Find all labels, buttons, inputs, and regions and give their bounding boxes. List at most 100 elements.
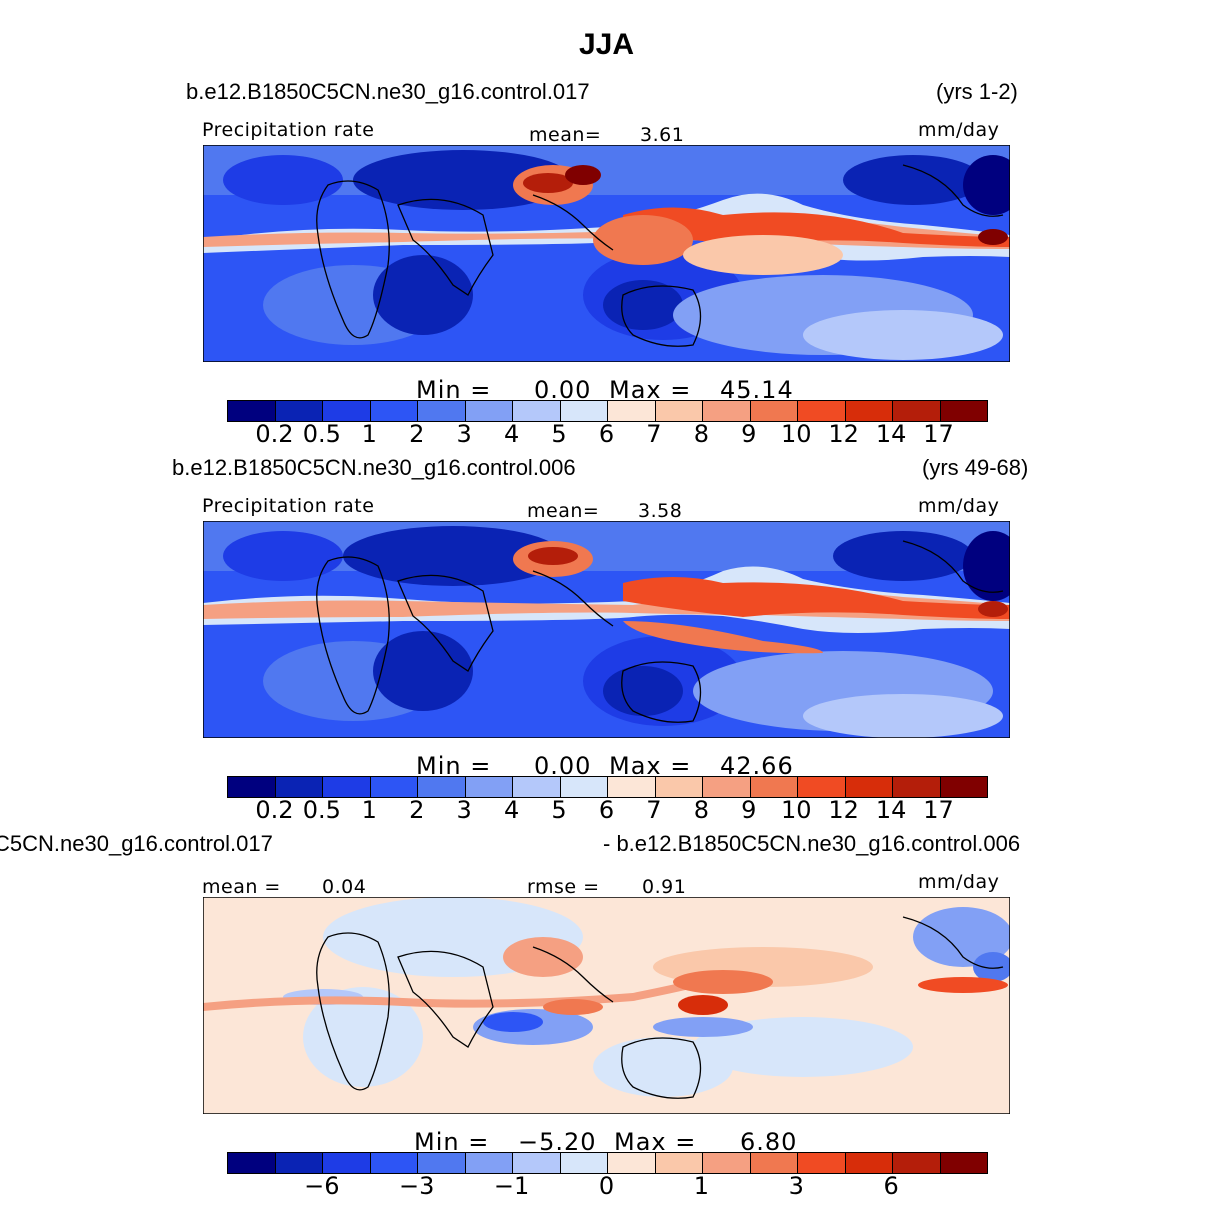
panel1-max-label: Max =	[609, 376, 692, 404]
panel1-min-value: 0.00	[534, 376, 592, 404]
panel3-max-value: 6.80	[740, 1128, 798, 1156]
colorbar-tick-label: 9	[741, 420, 757, 448]
colorbar-tick-label: 5	[551, 420, 567, 448]
colorbar-segment	[323, 777, 371, 797]
colorbar-segment	[845, 401, 893, 421]
colorbar-segment	[275, 1153, 323, 1173]
colorbar-segment	[940, 777, 987, 797]
colorbar-tick-label: 1	[693, 1172, 710, 1200]
colorbar-tick-label: 9	[741, 796, 757, 824]
colorbar-segment	[893, 401, 941, 421]
colorbar-tick-label: 12	[828, 420, 859, 448]
colorbar-segment	[703, 777, 751, 797]
colorbar-tick-label: 6	[598, 796, 615, 824]
colorbar-tick-label: 3	[456, 420, 472, 448]
colorbar-segment	[370, 777, 418, 797]
panel3-rmse-label: rmse =	[527, 876, 600, 898]
panel2-max-value: 42.66	[720, 752, 794, 780]
colorbar-tick-label: 10	[780, 796, 812, 824]
colorbar-segment	[798, 401, 846, 421]
panel2-variable-label: Precipitation rate	[202, 495, 375, 517]
colorbar-tick-label: 4	[503, 420, 520, 448]
panel2-mean-value: 3.58	[638, 500, 683, 522]
colorbar-tick-label: 10	[780, 420, 812, 448]
colorbar-segment	[845, 777, 893, 797]
panel1-variable-label: Precipitation rate	[202, 119, 375, 141]
colorbar-tick-label: 7	[646, 420, 662, 448]
colorbar-tick-label: 3	[456, 796, 472, 824]
colorbar-tick-label: 2	[409, 420, 425, 448]
colorbar-tick-label: 4	[503, 796, 520, 824]
colorbar-segment	[513, 1153, 561, 1173]
colorbar-segment	[465, 777, 513, 797]
panel2-units: mm/day	[918, 495, 1000, 517]
panel2-min-label: Min =	[416, 752, 492, 780]
panel3-max-label: Max =	[614, 1128, 697, 1156]
panel2-case-name: b.e12.B1850C5CN.ne30_g16.control.006	[172, 455, 576, 480]
colorbar-segment	[418, 401, 466, 421]
colorbar-tick-label: 0.5	[302, 796, 341, 824]
colorbar-segment	[323, 1153, 371, 1173]
colorbar-tick-label: 14	[875, 420, 907, 448]
colorbar-segment	[608, 1153, 656, 1173]
colorbar-segment	[703, 1153, 751, 1173]
panel2-max-label: Max =	[609, 752, 692, 780]
colorbar-tick-label: 14	[875, 796, 907, 824]
colorbar-segment	[703, 401, 751, 421]
colorbar-segment	[655, 401, 703, 421]
colorbar-tick-label: 0.2	[255, 796, 294, 824]
panel2-precip-map	[203, 521, 1010, 738]
colorbar-segment	[940, 1153, 987, 1173]
colorbar-tick-label: 0.5	[302, 420, 341, 448]
colorbar-segment	[275, 401, 323, 421]
colorbar-tick-label: −3	[399, 1172, 435, 1200]
panel3-units: mm/day	[918, 871, 1000, 893]
panel3-rmse-value: 0.91	[642, 876, 687, 898]
colorbar-tick-label: 1	[361, 420, 377, 448]
colorbar-segment	[893, 1153, 941, 1173]
colorbar-segment	[845, 1153, 893, 1173]
colorbar-segment	[465, 401, 513, 421]
colorbar-tick-label: −1	[493, 1172, 530, 1200]
colorbar-segment	[750, 777, 798, 797]
colorbar-tick-label: 12	[828, 796, 859, 824]
colorbar-tick-label: 0	[598, 1172, 615, 1200]
colorbar-segment	[418, 777, 466, 797]
panel3-colorbar	[227, 1152, 988, 1174]
colorbar-segment	[940, 401, 987, 421]
colorbar-tick-label: −6	[304, 1172, 340, 1200]
colorbar-segment	[323, 401, 371, 421]
colorbar-segment	[228, 1153, 276, 1173]
colorbar-segment	[608, 401, 656, 421]
colorbar-segment	[370, 1153, 418, 1173]
colorbar-segment	[798, 777, 846, 797]
colorbar-tick-label: 5	[551, 796, 567, 824]
colorbar-segment	[608, 777, 656, 797]
panel1-min-label: Min =	[416, 376, 492, 404]
colorbar-segment	[560, 777, 608, 797]
colorbar-segment	[228, 401, 276, 421]
panel1-colorbar	[227, 400, 988, 422]
colorbar-tick-label: 2	[409, 796, 425, 824]
colorbar-segment	[513, 401, 561, 421]
colorbar-segment	[370, 401, 418, 421]
colorbar-segment	[750, 401, 798, 421]
colorbar-segment	[893, 777, 941, 797]
panel2-min-value: 0.00	[534, 752, 592, 780]
colorbar-tick-label: 17	[923, 420, 954, 448]
panel3-case-left: C5CN.ne30_g16.control.017	[0, 831, 273, 856]
colorbar-tick-label: 17	[923, 796, 954, 824]
panel3-mean-label: mean =	[202, 876, 281, 898]
panel1-case-name: b.e12.B1850C5CN.ne30_g16.control.017	[186, 79, 590, 104]
panel1-years: (yrs 1-2)	[936, 79, 1018, 104]
panel2-mean-label: mean=	[527, 500, 600, 522]
colorbar-segment	[560, 401, 608, 421]
panel3-diff-map	[203, 897, 1010, 1114]
panel1-mean-label: mean=	[529, 124, 602, 146]
panel1-max-value: 45.14	[720, 376, 794, 404]
colorbar-segment	[655, 1153, 703, 1173]
colorbar-tick-label: 6	[598, 420, 615, 448]
panel3-mean-value: 0.04	[322, 876, 367, 898]
colorbar-tick-label: 6	[883, 1172, 899, 1200]
colorbar-segment	[465, 1153, 513, 1173]
